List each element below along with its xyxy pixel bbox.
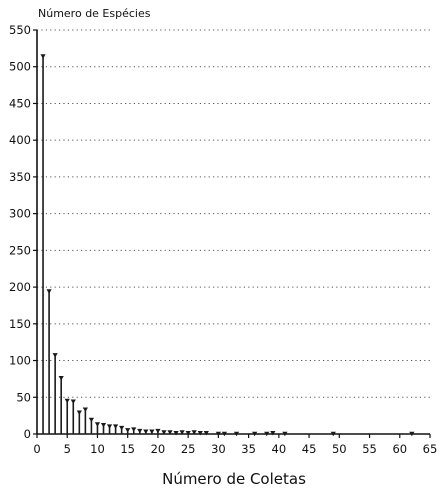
x-axis-label: Número de Coletas [162,470,306,488]
data-point [70,399,76,404]
x-tick-label: 5 [64,442,71,456]
data-point [191,430,197,435]
data-point [131,427,137,432]
data-point [125,428,131,433]
data-point [76,410,82,415]
data-point [197,431,203,436]
data-point [173,431,179,436]
x-tick-label: 65 [423,442,438,456]
data-point [179,430,185,435]
y-tick-label: 400 [9,133,31,147]
y-tick-label: 100 [9,354,31,368]
y-tick-label: 250 [9,243,31,257]
x-tick-label: 0 [33,442,40,456]
x-tick-label: 20 [151,442,166,456]
y-tick-label: 150 [9,317,31,331]
data-point [100,422,107,428]
data-point [52,353,58,358]
data-point [264,431,270,437]
data-point [119,425,125,431]
data-point [330,431,336,437]
x-tick-label: 10 [90,442,105,456]
data-point [215,431,221,437]
y-tick-label: 550 [9,23,31,37]
y-tick-label: 350 [9,170,31,184]
data-marks [40,54,415,437]
data-point [64,398,70,404]
data-point [270,431,276,436]
data-point [409,431,415,437]
y-tick-label: 300 [9,207,31,221]
x-tick-label: 45 [302,442,317,456]
data-point [282,431,288,437]
x-tick-label: 55 [362,442,377,456]
data-point [221,431,228,437]
data-point [161,430,167,435]
x-tick-label: 15 [120,442,135,456]
data-point [143,429,149,435]
x-tick-label: 35 [241,442,256,456]
data-point [94,422,101,427]
data-point [113,424,119,429]
y-tick-labels: 0 50 100 150 200 250 300 350 400 450 500 550 [9,23,37,441]
data-point [88,417,95,423]
data-point [155,428,161,434]
x-tick-label: 40 [272,442,287,456]
data-point [82,407,88,413]
data-point [233,431,240,437]
x-tick-label: 50 [332,442,347,456]
data-point [185,431,191,436]
y-tick-label: 50 [16,390,31,404]
data-point [149,429,155,435]
y-tick-label: 200 [9,280,31,294]
y-tick-label: 500 [9,60,31,74]
grid-lines [37,29,430,398]
x-tick-label: 25 [181,442,196,456]
x-tick-label: 60 [392,442,407,456]
y-tick-label: 0 [24,427,31,441]
x-tick-label: 30 [211,442,226,456]
y-tick-label: 450 [9,96,31,110]
data-point [106,424,113,429]
data-point [40,54,46,59]
data-point [252,431,258,437]
data-point [58,375,64,381]
data-point [46,289,52,294]
x-tick-labels: 0 5 10 15 20 25 30 35 40 45 50 55 60 65 [33,434,437,456]
data-point [167,430,173,435]
data-point [137,428,143,434]
data-point [203,431,209,436]
y-axis-label: Número de Espécies [38,7,151,20]
